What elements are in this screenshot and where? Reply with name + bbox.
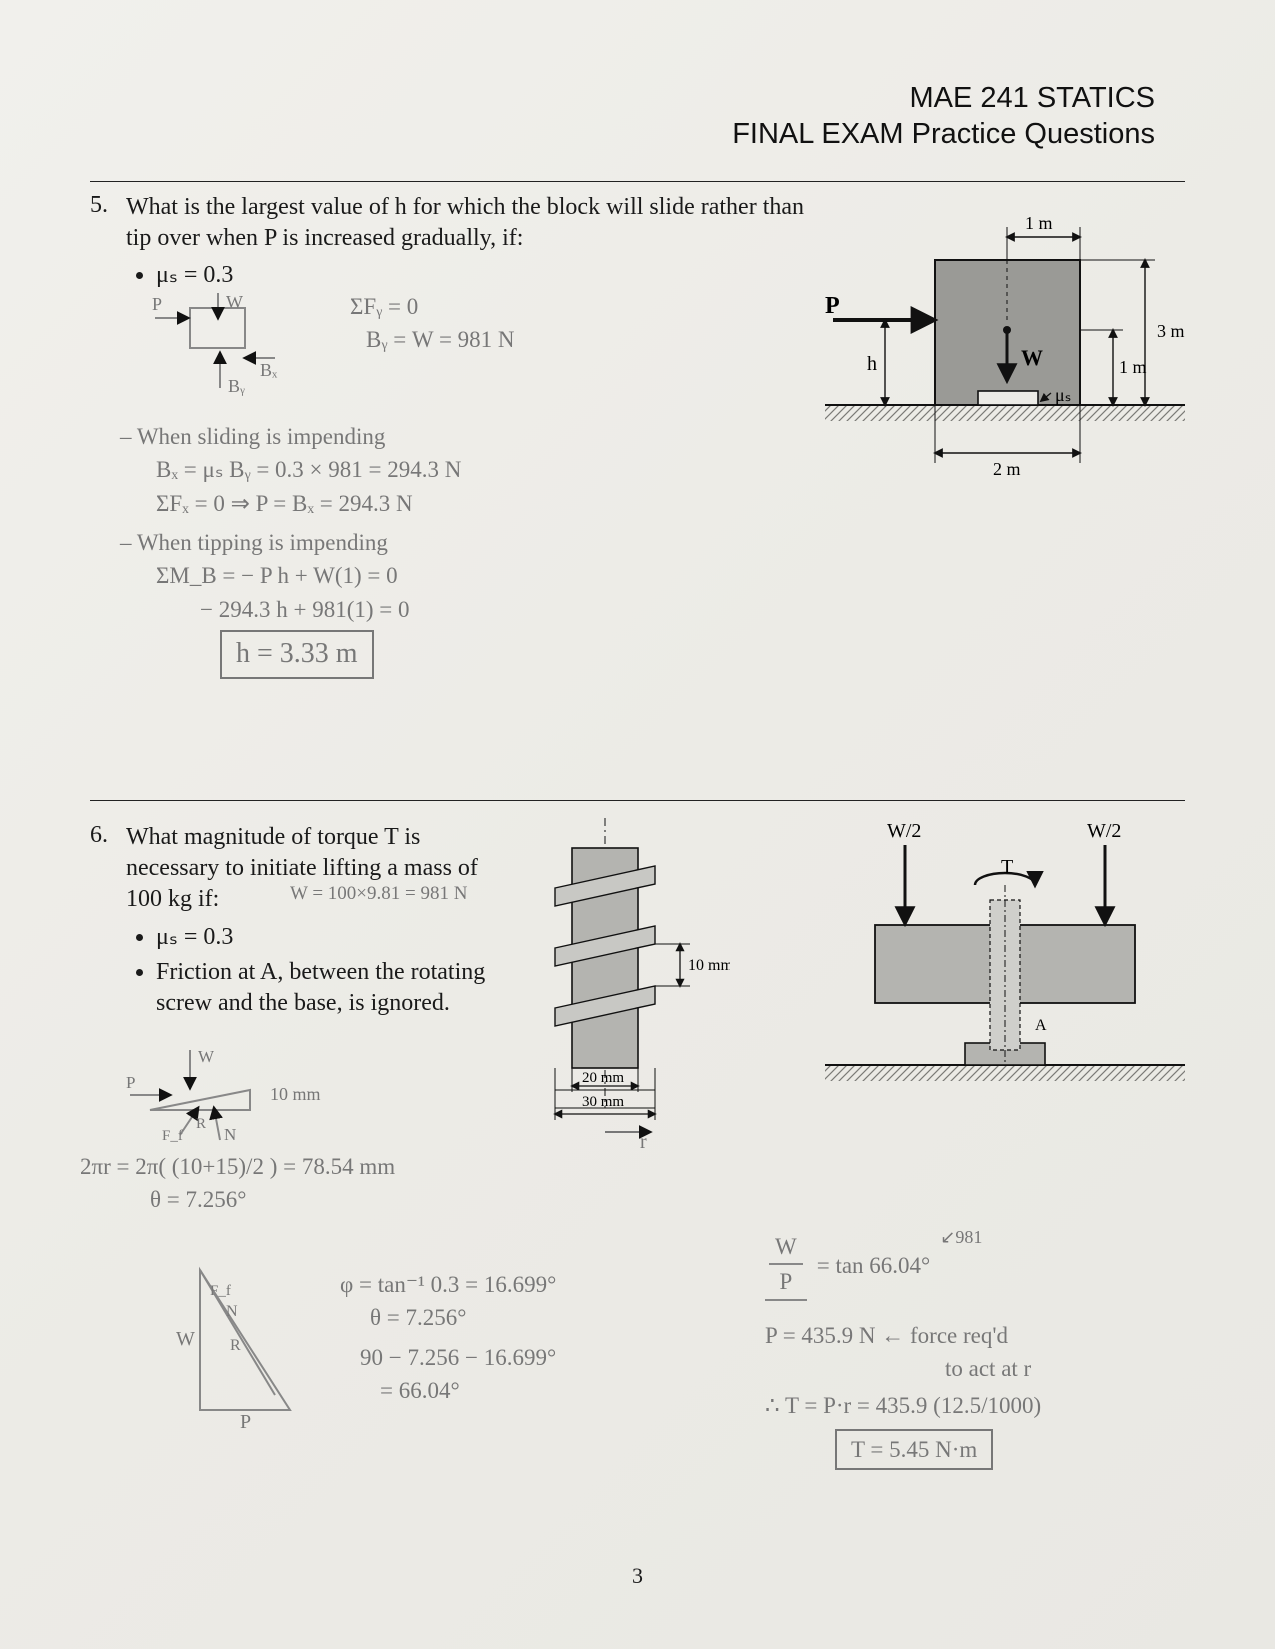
svg-text:F_f: F_f	[210, 1283, 231, 1299]
problem-6-screw-diagram: 10 mm 20 mm 30 mm r	[500, 818, 730, 1148]
svg-text:P: P	[240, 1411, 251, 1430]
p5-W: W	[1021, 345, 1043, 370]
svg-text:P: P	[126, 1073, 135, 1092]
p5-P: P	[825, 293, 840, 319]
p6-30mm: 30 mm	[582, 1094, 624, 1110]
p5-l3: – When sliding is impending	[120, 420, 760, 453]
p5-l6: – When tipping is impending	[120, 526, 760, 559]
p5-answer: h = 3.33 m	[220, 630, 374, 679]
p6-Pnote: to act at r	[945, 1352, 1185, 1385]
svg-text:Bₓ: Bₓ	[260, 360, 278, 380]
p5-h: h	[867, 353, 877, 375]
problem-6-number: 6.	[90, 822, 126, 849]
p6-lead: 10 mm	[688, 957, 730, 974]
problem-6-jack-diagram: A W/2 W/2 T	[825, 815, 1185, 1095]
p5-l2: Bᵧ = W = 981 N	[366, 323, 720, 356]
p6-theta: θ = 7.256°	[150, 1183, 520, 1216]
p6-ratio-r: = tan 66.04°	[817, 1249, 931, 1282]
p6-20mm: 20 mm	[582, 1070, 624, 1086]
p6-work-mid: φ = tan⁻¹ 0.3 = 16.699° θ = 7.256° 90 − …	[340, 1268, 720, 1407]
svg-text:W: W	[198, 1047, 215, 1066]
rule-top	[90, 181, 1185, 182]
svg-text:F_f: F_f	[162, 1128, 183, 1144]
p6-sum: 90 − 7.256 − 16.699°	[360, 1341, 720, 1374]
svg-text:R: R	[230, 1337, 241, 1354]
p5-fbd: P W Bₓ Bᵧ	[150, 288, 300, 398]
problem-6-text: What magnitude of torque T is necessary …	[126, 822, 500, 1023]
header-line1: MAE 241 STATICS	[90, 80, 1155, 116]
p6-circ: 2πr = 2π( (10+15)/2 ) = 78.54 mm	[80, 1150, 520, 1183]
p6-wnote: W = 100×9.81 = 981 N	[290, 880, 467, 908]
p6-th2: θ = 7.256°	[370, 1301, 720, 1334]
p5-l1: ΣFᵧ = 0	[350, 290, 720, 323]
p6-Pval: P = 435.9 N ← force req'd	[765, 1319, 1185, 1352]
p5-1m-top: 1 m	[1025, 213, 1053, 233]
p5-l5: ΣFₓ = 0 ⇒ P = Bₓ = 294.3 N	[156, 487, 760, 520]
p6-W2a: W/2	[887, 820, 921, 842]
page-number: 3	[632, 1563, 643, 1589]
svg-text:10 mm: 10 mm	[270, 1084, 321, 1104]
p5-1m-r: 1 m	[1119, 357, 1147, 377]
problem-6-bullet-1: μₛ = 0.3	[156, 922, 500, 953]
problem-5-text: What is the largest value of h for which…	[126, 192, 805, 296]
p5-l4: Bₓ = μₛ Bᵧ = 0.3 × 981 = 294.3 N	[156, 453, 760, 486]
p6-sum2: = 66.04°	[380, 1374, 720, 1407]
p6-W2b: W/2	[1087, 820, 1121, 842]
p6-phi: φ = tan⁻¹ 0.3 = 16.699°	[340, 1268, 720, 1301]
p6-A: A	[1035, 1017, 1047, 1034]
problem-5-number: 5.	[90, 192, 126, 219]
svg-text:R: R	[196, 1116, 206, 1132]
svg-text:W: W	[226, 292, 243, 312]
problem-5-statement: What is the largest value of h for which…	[126, 194, 804, 251]
svg-text:P: P	[152, 294, 162, 314]
p6-Teq: ∴ T = P·r = 435.9 (12.5/1000)	[765, 1389, 1185, 1422]
rule-mid	[90, 800, 1185, 801]
p6-T: T	[1001, 856, 1013, 878]
p5-3m: 3 m	[1157, 321, 1185, 341]
header-line2: FINAL EXAM Practice Questions	[90, 116, 1155, 152]
p6-work-left: 2πr = 2π( (10+15)/2 ) = 78.54 mm θ = 7.2…	[80, 1150, 520, 1217]
svg-text:N: N	[224, 1125, 236, 1144]
svg-text:N: N	[226, 1303, 238, 1320]
problem-6-bullet-2: Friction at A, between the rotating scre…	[156, 957, 500, 1019]
p5-l8: − 294.3 h + 981(1) = 0	[200, 593, 760, 626]
p5-l7: ΣM_B = − P h + W(1) = 0	[156, 559, 760, 592]
problem-6: 6. What magnitude of torque T is necessa…	[90, 822, 500, 1023]
p6-vector-triangle: W P F_f N R	[170, 1250, 330, 1430]
svg-text:W: W	[176, 1328, 195, 1350]
p6-ratio-P: P	[779, 1265, 792, 1298]
p6-r: r	[640, 1131, 647, 1148]
p5-mu: μₛ	[1055, 385, 1071, 405]
problem-5-bullet-1: μₛ = 0.3	[156, 260, 805, 291]
problem-5-diagram: W P h 1 m 3 m 1 m 2 m μₛ	[815, 205, 1195, 495]
p6-ratio-W: W	[769, 1230, 803, 1265]
p6-work-right: W P = tan 66.04° ↙981 P = 435.9 N ← forc…	[765, 1230, 1185, 1470]
p6-answer: T = 5.45 N·m	[835, 1429, 993, 1470]
page-header: MAE 241 STATICS FINAL EXAM Practice Ques…	[90, 80, 1155, 153]
p6-981: 981	[955, 1227, 982, 1247]
p5-work-block: – When sliding is impending Bₓ = μₛ Bᵧ =…	[120, 420, 760, 679]
p5-2m: 2 m	[993, 459, 1021, 479]
p5-work-col: ΣFᵧ = 0 Bᵧ = W = 981 N	[350, 290, 720, 357]
p6-fbd: P W F_f N R 10 mm	[120, 1040, 370, 1160]
svg-text:Bᵧ: Bᵧ	[228, 376, 245, 397]
